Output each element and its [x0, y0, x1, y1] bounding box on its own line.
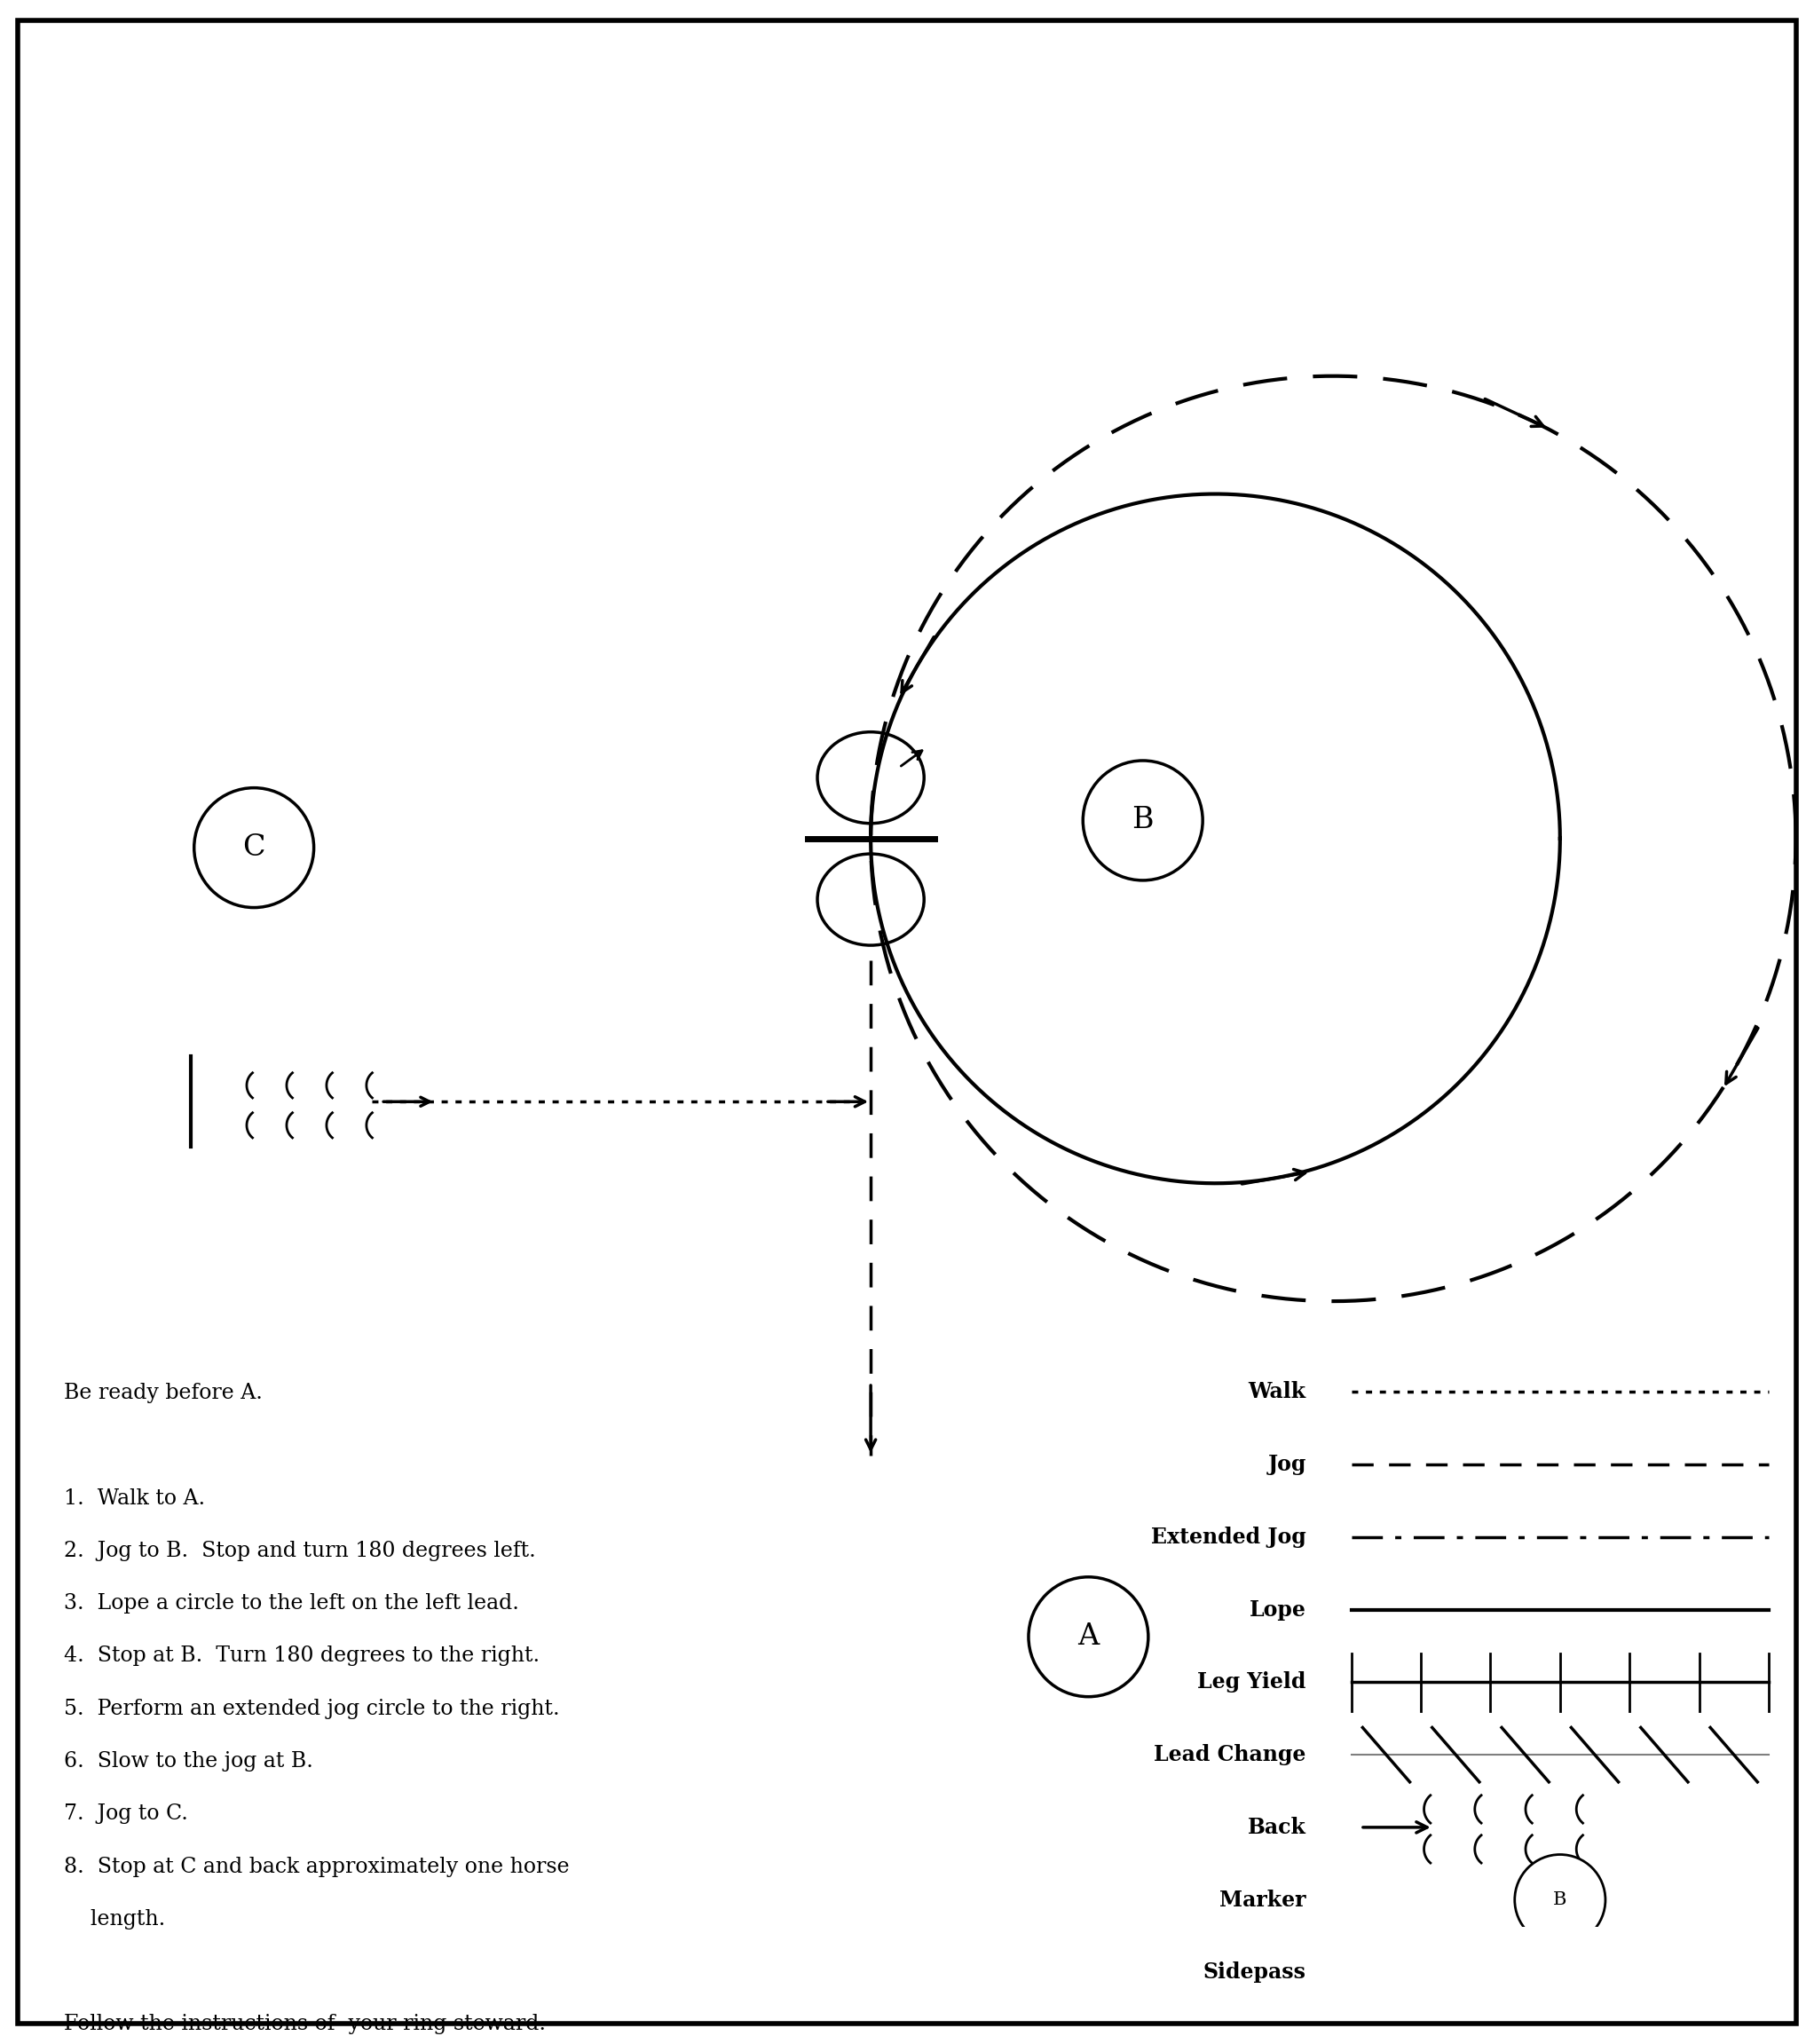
Text: 7.  Jog to C.: 7. Jog to C.: [63, 1803, 187, 1823]
Text: Marker: Marker: [1219, 1889, 1306, 1911]
Text: Sidepass: Sidepass: [1203, 1962, 1306, 1983]
Text: Walk: Walk: [1248, 1382, 1306, 1402]
Text: 6.  Slow to the jog at B.: 6. Slow to the jog at B.: [63, 1752, 312, 1772]
Circle shape: [1515, 1854, 1605, 1946]
Text: Follow the instructions of  your ring steward.: Follow the instructions of your ring ste…: [63, 2013, 546, 2034]
Text: Jog: Jog: [1268, 1453, 1306, 1476]
Text: Lope: Lope: [1250, 1598, 1306, 1621]
Text: Be ready before A.: Be ready before A.: [63, 1384, 263, 1404]
Text: 2.  Jog to B.  Stop and turn 180 degrees left.: 2. Jog to B. Stop and turn 180 degrees l…: [63, 1541, 535, 1562]
Text: C: C: [243, 834, 265, 863]
Text: Leg Yield: Leg Yield: [1197, 1672, 1306, 1692]
Circle shape: [194, 787, 314, 908]
Circle shape: [1083, 760, 1203, 881]
Text: 8.  Stop at C and back approximately one horse: 8. Stop at C and back approximately one …: [63, 1856, 570, 1876]
Text: A: A: [1078, 1623, 1099, 1652]
Text: length.: length.: [63, 1909, 165, 1930]
Circle shape: [1029, 1578, 1148, 1697]
Text: 1.  Walk to A.: 1. Walk to A.: [63, 1488, 205, 1508]
Text: B: B: [1132, 805, 1154, 834]
Text: 5.  Perform an extended jog circle to the right.: 5. Perform an extended jog circle to the…: [63, 1699, 559, 1719]
Text: Back: Back: [1248, 1817, 1306, 1838]
Text: B: B: [1553, 1891, 1567, 1909]
Text: Lead Change: Lead Change: [1154, 1744, 1306, 1766]
Text: 3.  Lope a circle to the left on the left lead.: 3. Lope a circle to the left on the left…: [63, 1592, 519, 1613]
Text: Extended Jog: Extended Jog: [1152, 1527, 1306, 1547]
Text: 4.  Stop at B.  Turn 180 degrees to the right.: 4. Stop at B. Turn 180 degrees to the ri…: [63, 1645, 539, 1666]
